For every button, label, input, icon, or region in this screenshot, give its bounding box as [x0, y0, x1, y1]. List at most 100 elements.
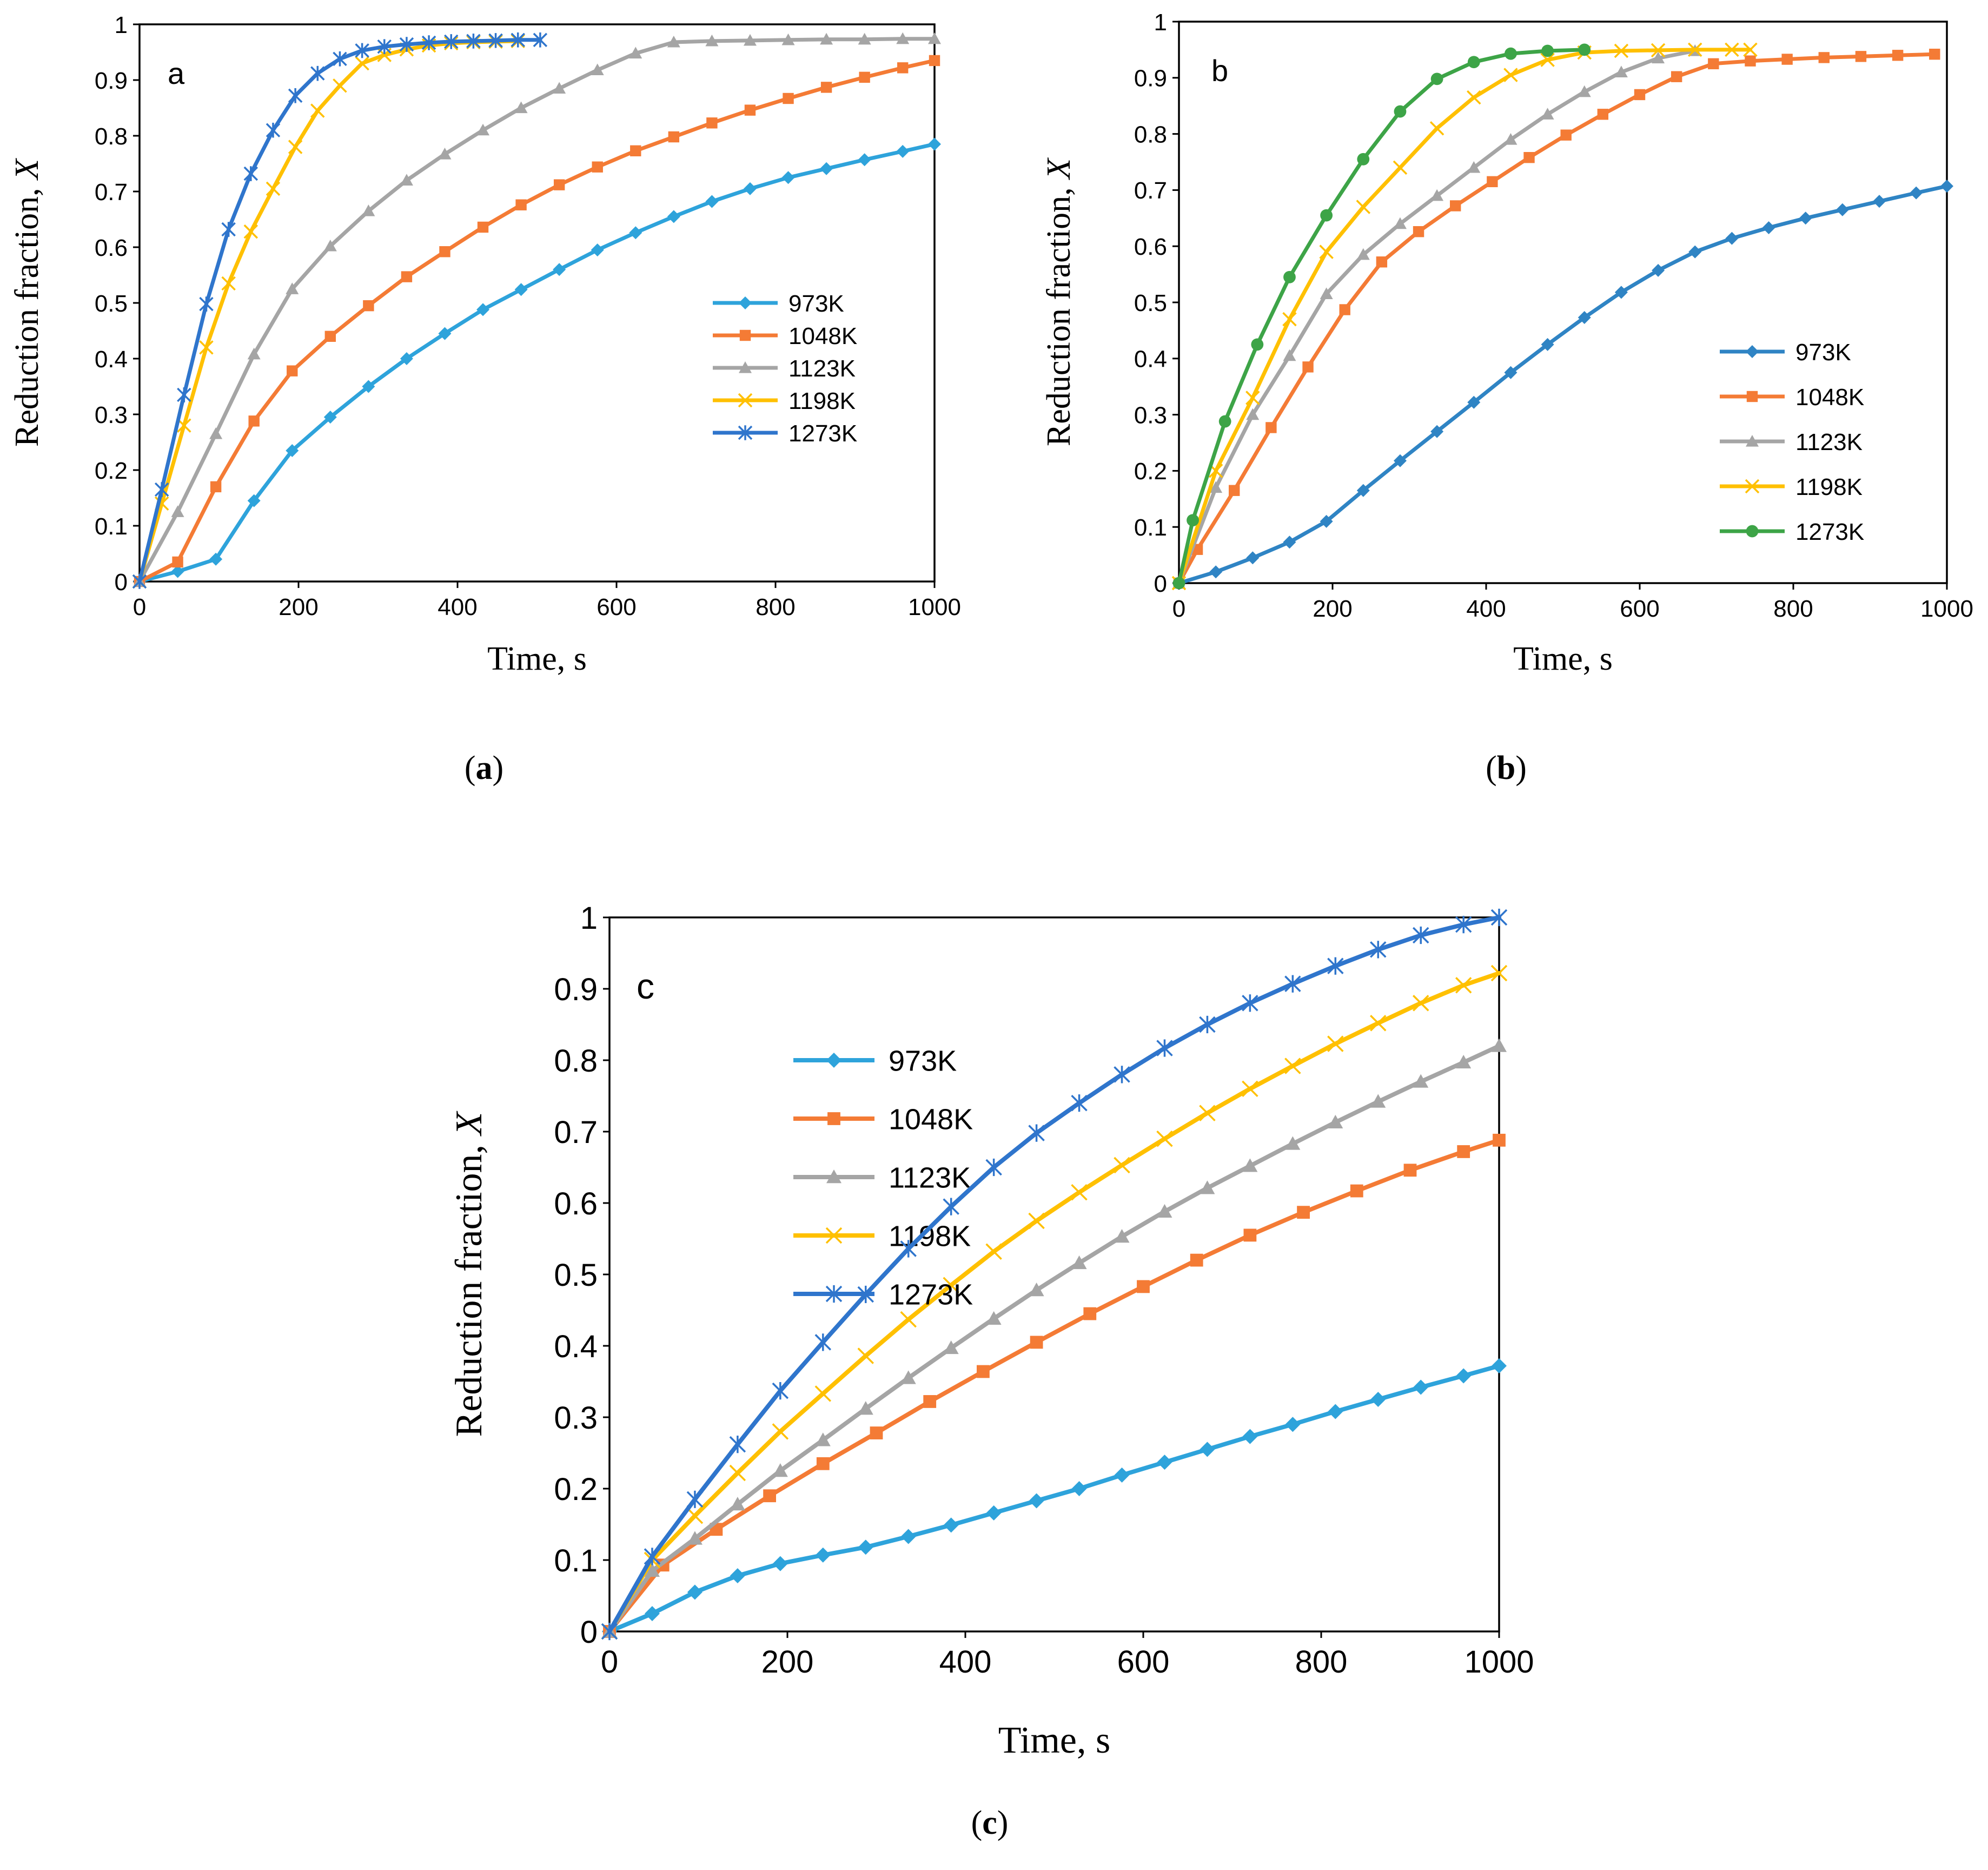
- y-tick-label: 0.5: [95, 290, 128, 317]
- y-tick-label: 0.8: [95, 123, 128, 150]
- data-point: [772, 1423, 789, 1440]
- data-point: [1393, 160, 1408, 175]
- data-point: [1071, 1184, 1088, 1201]
- data-point: [1403, 1164, 1417, 1177]
- data-point: [248, 415, 260, 427]
- data-point: [1071, 1255, 1087, 1270]
- data-point: [943, 1517, 959, 1533]
- data-point: [1688, 42, 1702, 57]
- data-point: [1504, 366, 1517, 379]
- data-point: [1229, 485, 1240, 496]
- data-point: [1892, 50, 1904, 61]
- data-point: [444, 34, 459, 49]
- data-point: [1467, 395, 1481, 409]
- data-point: [1467, 56, 1480, 69]
- x-tick-label: 0: [133, 594, 146, 620]
- y-tick-label: 0.8: [1134, 121, 1167, 148]
- data-point: [985, 1158, 1002, 1177]
- data-point: [1523, 151, 1535, 163]
- data-point: [533, 32, 548, 48]
- data-point: [1200, 1180, 1215, 1194]
- legend-label: 973K: [788, 290, 844, 317]
- y-axis-title: Reduction fraction, X: [448, 1110, 490, 1437]
- data-point: [476, 123, 490, 136]
- data-point: [644, 1548, 661, 1565]
- data-point: [154, 482, 169, 497]
- data-point: [772, 1463, 788, 1477]
- y-tick-label: 0.7: [554, 1115, 598, 1150]
- data-point: [266, 122, 281, 138]
- data-point: [1302, 361, 1314, 373]
- data-point: [1652, 263, 1665, 277]
- data-point: [1450, 200, 1461, 212]
- data-point: [1929, 49, 1940, 60]
- data-point: [1708, 58, 1719, 70]
- data-point: [592, 161, 603, 173]
- data-point: [1578, 85, 1591, 97]
- data-point: [1357, 153, 1370, 166]
- data-point: [1745, 55, 1756, 67]
- data-point: [1818, 52, 1830, 63]
- legend-entry: 973K: [713, 290, 844, 317]
- data-point: [488, 33, 503, 48]
- data-point: [985, 1243, 1002, 1260]
- data-point: [1328, 1404, 1343, 1419]
- data-point: [1083, 1307, 1097, 1320]
- data-point: [172, 556, 183, 568]
- data-point: [1283, 536, 1296, 549]
- legend-label: 1123K: [1795, 429, 1863, 455]
- y-tick-label: 0.3: [1134, 402, 1167, 428]
- data-point: [591, 243, 604, 257]
- data-point: [601, 1622, 618, 1641]
- series-1048K: [134, 55, 940, 587]
- data-point: [686, 1507, 704, 1524]
- data-point: [1246, 408, 1260, 420]
- data-point: [1430, 189, 1444, 201]
- data-point: [929, 55, 940, 67]
- legend-marker: [825, 1285, 843, 1303]
- data-point: [783, 92, 794, 104]
- data-point: [928, 32, 941, 44]
- x-tick-label: 600: [1620, 596, 1659, 622]
- data-point: [730, 1497, 745, 1511]
- y-tick-label: 0.7: [1134, 177, 1167, 204]
- data-point: [477, 221, 489, 233]
- panel-label: a: [168, 56, 185, 90]
- data-point: [1873, 195, 1886, 208]
- series-line: [137, 58, 937, 584]
- y-tick-label: 0.9: [554, 972, 598, 1007]
- legend-label: 1273K: [889, 1278, 973, 1311]
- data-point: [1455, 916, 1472, 934]
- data-point: [1835, 203, 1849, 216]
- data-point: [333, 78, 347, 93]
- data-point: [1283, 270, 1296, 283]
- x-tick-label: 800: [1295, 1644, 1348, 1680]
- series-973K: [1172, 180, 1953, 590]
- chart-panel-c: 0 200 400 600 800 1000 0 0.1 0.2 0.3 0.4 0.5 0.6 0.7 0…: [448, 901, 1534, 1761]
- data-point: [1781, 54, 1793, 65]
- legend-marker: [738, 425, 753, 440]
- data-point: [1430, 72, 1443, 85]
- data-point: [977, 1365, 990, 1378]
- series-line: [137, 37, 937, 584]
- data-point: [438, 147, 452, 160]
- data-point: [1560, 129, 1572, 141]
- x-tick-label: 800: [756, 594, 795, 620]
- legend-marker: [1746, 345, 1759, 358]
- data-point: [772, 1556, 788, 1571]
- data-point: [171, 505, 184, 517]
- legend-label: 1273K: [788, 420, 857, 447]
- data-point: [266, 181, 281, 196]
- y-tick-label: 0.3: [95, 402, 128, 428]
- caption-c: (c): [971, 1805, 1009, 1841]
- data-point: [1350, 1184, 1363, 1198]
- data-point: [1356, 248, 1370, 260]
- legend-marker: [1745, 479, 1760, 494]
- data-point: [553, 82, 566, 94]
- data-point: [928, 137, 941, 151]
- data-point: [1327, 957, 1344, 975]
- series-line: [607, 915, 1501, 1634]
- legend-marker: [826, 1053, 841, 1068]
- x-tick-label: 200: [279, 594, 318, 620]
- legend-marker: [1746, 525, 1759, 538]
